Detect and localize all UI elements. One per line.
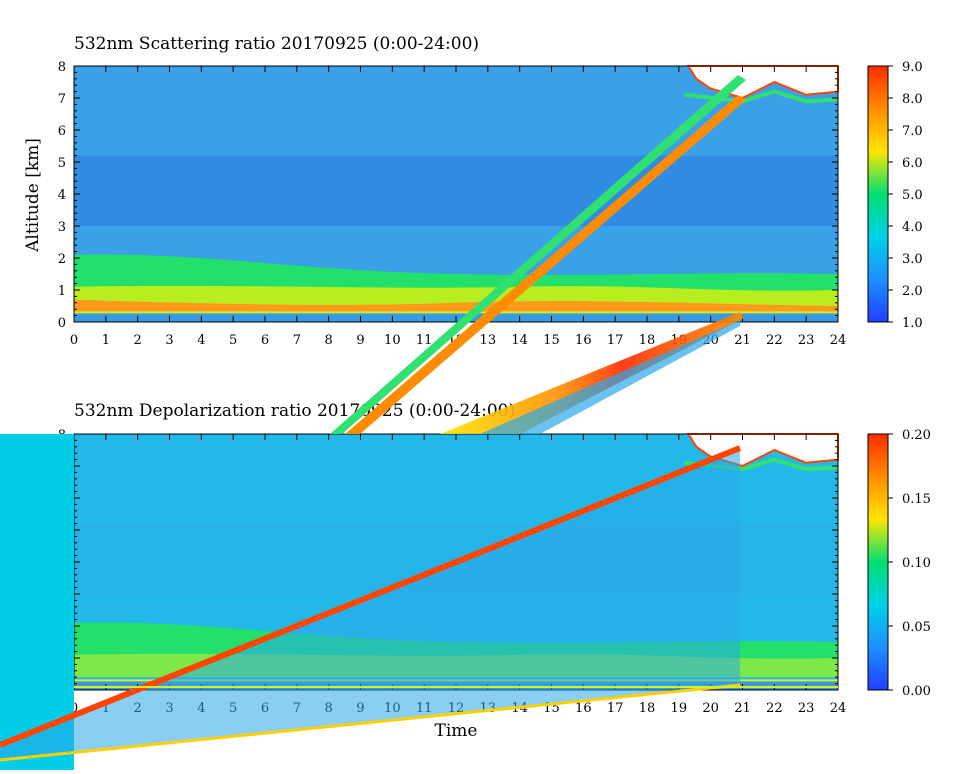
x-tick-label: 15 xyxy=(543,333,560,348)
diag-band-2 xyxy=(345,95,746,434)
x-axis-label-2: Time xyxy=(435,721,478,741)
smear-line-2 xyxy=(0,683,741,762)
x-tick-label: 23 xyxy=(798,333,815,348)
x-tick-label: 19 xyxy=(671,701,688,716)
x-tick-label: 9 xyxy=(356,333,364,348)
x-tick-label: 3 xyxy=(165,333,173,348)
y-tick-label: 6 xyxy=(58,124,66,139)
x-tick-label: 1 xyxy=(102,333,110,348)
x-tick-label: 4 xyxy=(197,333,205,348)
y-tick-label: 5 xyxy=(58,156,66,171)
y-tick-label: 8 xyxy=(58,60,66,75)
x-tick-label: 13 xyxy=(480,333,497,348)
colorbar-tick-label: 0.20 xyxy=(902,428,931,443)
colorbar-tick-label: 0.10 xyxy=(902,556,931,571)
colorbar-tick-label: 0.00 xyxy=(902,684,931,699)
chart-title-1: 532nm Scattering ratio 20170925 (0:00-24… xyxy=(74,34,479,54)
colorbar-tick-label: 2.0 xyxy=(902,284,923,299)
y-tick-label: 1 xyxy=(58,284,66,299)
chart-title-2: 532nm Depolarization ratio 20170925 (0:0… xyxy=(74,401,515,421)
colorbar-gradient xyxy=(867,433,889,691)
colorbar-gradient xyxy=(867,65,889,323)
x-tick-label: 14 xyxy=(511,333,528,348)
y-axis-1: 0 1 2 3 4 5 6 7 8 xyxy=(58,60,838,331)
x-tick-label: 5 xyxy=(229,333,237,348)
colorbar-tick-label: 7.0 xyxy=(902,124,923,139)
x-tick-label: 7 xyxy=(293,333,301,348)
heatmap-scattering-ratio xyxy=(74,65,839,322)
colorbar-tick-label: 8.0 xyxy=(902,92,923,107)
x-tick-label: 10 xyxy=(384,333,401,348)
y-tick-label: 0 xyxy=(58,316,66,331)
mid-altitude-region xyxy=(74,155,838,226)
colorbar-tick-label: 1.0 xyxy=(902,316,923,331)
x-tick-label: 18 xyxy=(639,701,656,716)
colorbar-tick-label: 5.0 xyxy=(902,188,923,203)
x-tick-label: 24 xyxy=(830,701,847,716)
x-tick-label: 2 xyxy=(134,333,142,348)
x-tick-label: 17 xyxy=(607,333,624,348)
colorbar-2: 0.00 0.05 0.10 0.15 0.20 xyxy=(867,428,931,699)
x-tick-label: 16 xyxy=(575,701,592,716)
diag-band-1 xyxy=(330,75,746,434)
surface-layer xyxy=(74,299,838,313)
y-tick-label: 2 xyxy=(58,252,66,267)
y-tick-label: 4 xyxy=(58,188,66,203)
x-tick-label: 21 xyxy=(734,701,751,716)
y-tick-label: 3 xyxy=(58,220,66,235)
x-tick-label: 21 xyxy=(734,333,751,348)
x-tick-label: 6 xyxy=(261,333,269,348)
diag-band-3 xyxy=(440,312,744,434)
colorbar-tick-label: 6.0 xyxy=(902,156,923,171)
colorbar-tick-label: 9.0 xyxy=(902,60,923,75)
y-tick-label: 7 xyxy=(58,92,66,107)
smear-line-1 xyxy=(0,445,742,748)
left-leak-field xyxy=(0,434,74,770)
x-tick-label: 16 xyxy=(575,333,592,348)
smear-fan xyxy=(0,448,740,760)
colorbar-tick-label: 3.0 xyxy=(902,252,923,267)
x-tick-label: 24 xyxy=(830,333,847,348)
x-tick-label: 8 xyxy=(325,333,333,348)
diag-band-4 xyxy=(480,320,740,434)
x-tick-label: 22 xyxy=(766,701,783,716)
x-tick-label: 22 xyxy=(766,333,783,348)
colorbar-1: 1.0 2.0 3.0 4.0 5.0 6.0 7.0 8.0 9.0 xyxy=(867,60,923,331)
x-tick-label: 11 xyxy=(416,333,433,348)
colorbar-tick-label: 0.05 xyxy=(902,620,931,635)
x-tick-label: 20 xyxy=(702,701,719,716)
x-tick-label: 23 xyxy=(798,701,815,716)
x-tick-label: 17 xyxy=(607,701,624,716)
x-tick-label: 0 xyxy=(70,333,78,348)
x-tick-label: 18 xyxy=(639,333,656,348)
colorbar-tick-label: 0.15 xyxy=(902,492,931,507)
colorbar-tick-label: 4.0 xyxy=(902,220,923,235)
panel-scattering-ratio: 532nm Scattering ratio 20170925 (0:00-24… xyxy=(23,34,923,348)
y-axis-label-1: Altitude [km] xyxy=(23,138,43,253)
render-artifact-bands xyxy=(0,75,838,770)
